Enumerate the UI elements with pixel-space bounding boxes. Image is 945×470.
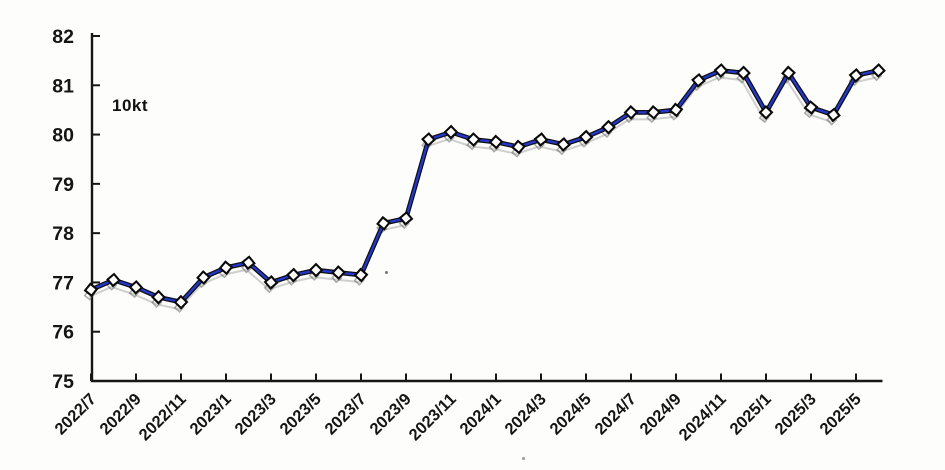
data-point-marker: [533, 132, 549, 147]
data-point-marker: [871, 63, 886, 78]
data-point-marker: [826, 107, 841, 123]
data-point-marker: [578, 129, 594, 145]
x-tick-label: 2025/5: [816, 390, 864, 438]
x-tick-label: 2023/1: [186, 390, 234, 438]
x-tick-label: 2024/11: [676, 390, 730, 444]
x-tick-label: 2023/11: [406, 390, 460, 444]
data-point-marker: [331, 265, 346, 280]
data-point-marker: [218, 260, 234, 276]
data-point-marker: [466, 132, 481, 147]
y-tick-label: 81: [52, 75, 74, 97]
data-point-marker: [376, 215, 391, 231]
data-point-marker: [263, 275, 279, 290]
data-point-marker: [848, 68, 864, 83]
x-tick-label: 2023/3: [231, 390, 279, 438]
data-point-marker: [151, 289, 166, 305]
unit-label: 10kt: [112, 96, 149, 115]
data-point-marker: [601, 119, 616, 135]
x-tick-label: 2024/7: [591, 390, 639, 438]
data-point-marker: [173, 294, 189, 310]
data-point-marker: [241, 255, 256, 271]
data-point-marker: [736, 65, 751, 81]
x-tick-label: 2025/1: [726, 390, 774, 438]
data-point-marker: [286, 267, 301, 283]
data-point-marker: [488, 134, 504, 150]
data-point-marker: [308, 262, 324, 278]
x-tick-label: 2023/5: [276, 390, 324, 438]
data-point-marker: [781, 65, 796, 81]
y-tick-label: 75: [52, 371, 74, 393]
data-point-marker: [758, 104, 774, 120]
data-point-marker: [443, 124, 459, 140]
scan-artifact-dot: [385, 271, 388, 274]
series-line-outline: [88, 68, 881, 305]
x-tick-label: 2022/7: [51, 390, 99, 438]
y-tick-label: 82: [52, 26, 74, 48]
data-point-marker: [803, 100, 819, 115]
data-point-marker: [556, 137, 571, 152]
x-tick-label: 2022/11: [136, 390, 190, 444]
y-tick-label: 77: [52, 272, 74, 294]
axes: [90, 33, 883, 383]
data-point-marker: [646, 104, 661, 120]
data-point-marker: [398, 210, 414, 226]
data-point-marker: [511, 139, 526, 155]
scan-artifact-dot: [522, 457, 525, 460]
x-tick-label: 2024/5: [546, 390, 594, 438]
data-point-marker: [691, 72, 706, 88]
data-point-marker: [83, 282, 99, 298]
y-tick-label: 76: [52, 322, 74, 344]
data-point-marker: [713, 63, 729, 78]
x-tick-label: 2025/3: [771, 390, 819, 438]
y-tick-label: 78: [52, 223, 74, 245]
x-tick-label: 2024/1: [456, 390, 504, 438]
ghost-line: [88, 76, 877, 311]
x-tick-label: 2023/7: [321, 390, 369, 438]
x-tick-label: 2024/3: [501, 390, 549, 438]
y-tick-label: 80: [52, 125, 74, 147]
data-point-marker: [106, 272, 121, 288]
data-point-marker: [353, 267, 369, 283]
y-tick-label: 79: [52, 174, 74, 196]
data-point-marker: [668, 102, 684, 118]
data-point-marker: [421, 132, 436, 147]
data-point-marker: [196, 270, 211, 285]
data-point-marker: [623, 104, 639, 120]
data-point-marker: [128, 279, 144, 295]
